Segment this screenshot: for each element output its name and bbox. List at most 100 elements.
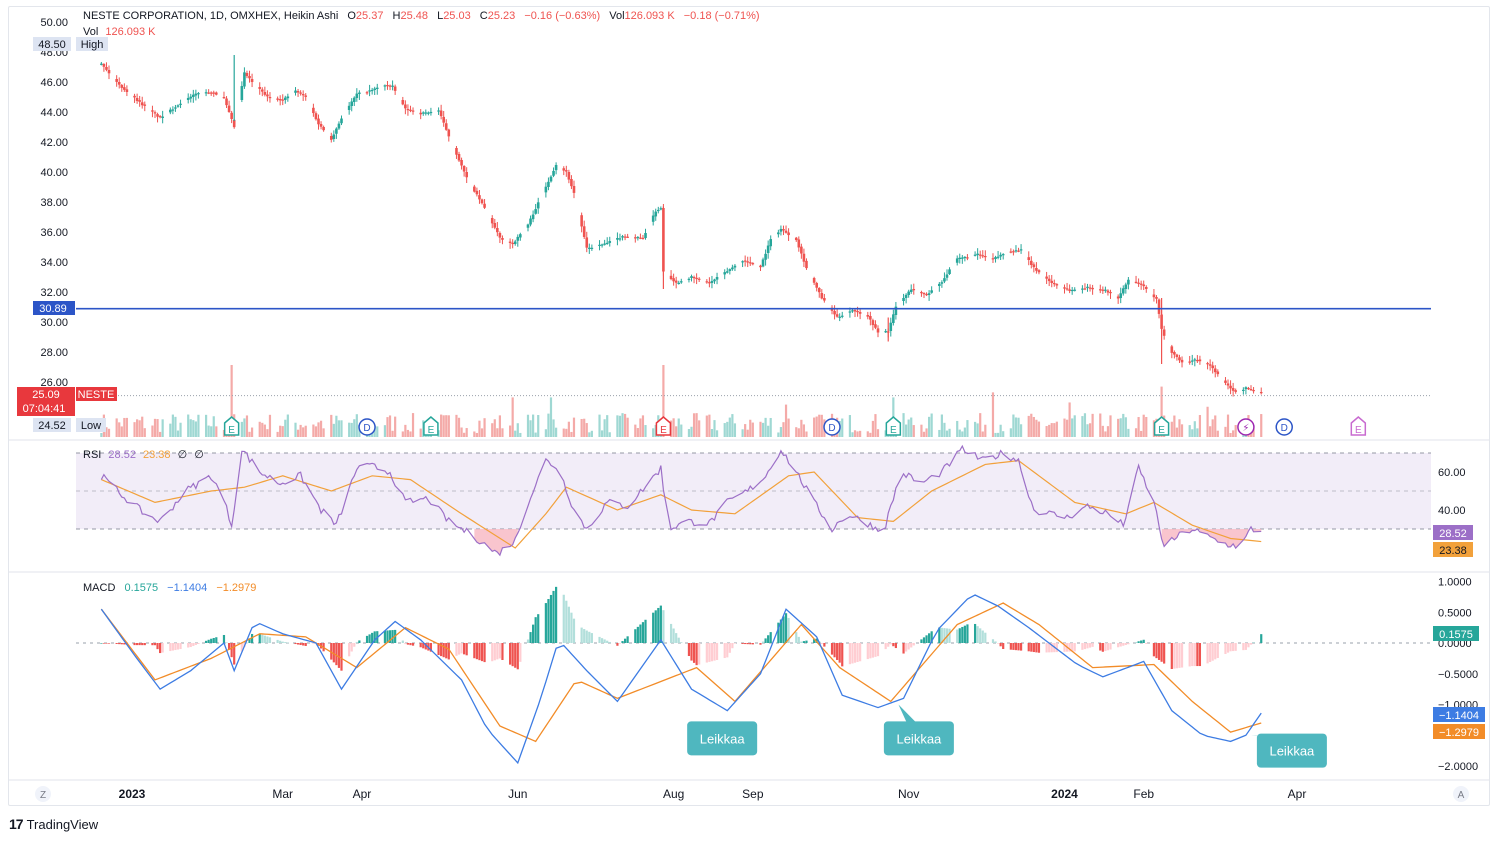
candle-body bbox=[554, 165, 558, 171]
macd-histogram-bar bbox=[1145, 643, 1148, 644]
volume-bar bbox=[544, 429, 547, 437]
candle-body bbox=[705, 281, 709, 283]
candle-body bbox=[1037, 270, 1041, 273]
macd-histogram-bar bbox=[800, 641, 803, 643]
candle-body bbox=[802, 253, 806, 262]
candle-body bbox=[1009, 251, 1013, 253]
macd-histogram-bar bbox=[401, 640, 404, 643]
volume-bar bbox=[680, 424, 683, 437]
macd-histogram-bar bbox=[475, 643, 479, 660]
zoom-button[interactable] bbox=[35, 786, 51, 802]
volume-bar bbox=[445, 415, 448, 437]
macd-histogram-bar bbox=[1252, 642, 1255, 643]
event-marker-earnings: E bbox=[1153, 416, 1170, 436]
candle-body bbox=[940, 282, 944, 284]
candle-body bbox=[401, 100, 405, 105]
volume-bar bbox=[767, 425, 770, 437]
candle-body bbox=[207, 92, 210, 94]
macd-legend[interactable]: MACD 0.1575 −1.1404 −1.2979 bbox=[83, 582, 256, 594]
volume-bar bbox=[713, 420, 716, 437]
volume-bar bbox=[197, 414, 200, 437]
macd-histogram-bar bbox=[169, 643, 172, 652]
macd-histogram-bar bbox=[335, 643, 338, 666]
candle-body bbox=[1035, 268, 1038, 271]
macd-histogram-bar bbox=[1155, 643, 1158, 659]
volume-bar bbox=[963, 427, 966, 437]
macd-histogram-bar bbox=[644, 619, 647, 643]
tradingview-brand[interactable]: 17 TradingView bbox=[9, 816, 98, 832]
macd-histogram-bar bbox=[419, 643, 422, 648]
earnings-icon bbox=[1153, 416, 1170, 436]
macd-histogram-bar bbox=[866, 643, 869, 660]
candle-body bbox=[812, 278, 816, 283]
x-axis-tick: Mar bbox=[272, 787, 293, 801]
macd-histogram-bar bbox=[979, 628, 982, 643]
macd-histogram-bar bbox=[1106, 643, 1110, 651]
volume-bar bbox=[1160, 386, 1163, 437]
macd-pane[interactable] bbox=[76, 586, 1431, 765]
volume-bar bbox=[153, 418, 157, 437]
volume-bar bbox=[981, 431, 984, 437]
candle-body bbox=[1155, 297, 1158, 299]
candle-body bbox=[322, 127, 325, 131]
candle-body bbox=[531, 214, 535, 220]
macd-histogram-bar bbox=[1035, 643, 1038, 653]
vol-change: −0.18 (−0.71%) bbox=[684, 10, 760, 22]
vol-value: 126.093 K bbox=[625, 10, 676, 22]
candle-body bbox=[1014, 250, 1018, 252]
macd-histogram-bar bbox=[263, 635, 266, 643]
candle-body bbox=[373, 88, 377, 90]
macd-histogram-bar bbox=[161, 643, 164, 653]
volume-bar bbox=[802, 424, 806, 437]
macd-histogram-bar bbox=[797, 636, 800, 643]
macd-histogram-bar bbox=[887, 643, 890, 647]
macd-histogram-bar bbox=[532, 624, 535, 643]
macd-histogram-bar bbox=[268, 637, 272, 643]
macd-histogram-bar bbox=[279, 640, 282, 643]
candle-body bbox=[1178, 357, 1181, 361]
macd-histogram-bar bbox=[938, 627, 941, 643]
volume-legend[interactable]: Vol 126.093 K bbox=[83, 26, 156, 38]
volume-bar bbox=[787, 418, 790, 437]
macd-histogram-bar bbox=[662, 610, 665, 643]
ohlc-open-label: O bbox=[347, 10, 356, 22]
candle-body bbox=[1229, 385, 1232, 389]
candle-body bbox=[1083, 288, 1087, 290]
volume-bar bbox=[460, 427, 463, 437]
rsi-legend[interactable]: RSI 28.52 23.38 ∅ ∅ bbox=[83, 449, 204, 461]
candle-body bbox=[460, 160, 463, 166]
macd-histogram-bar bbox=[677, 637, 680, 643]
volume-bar bbox=[118, 422, 121, 437]
macd-histogram-bar bbox=[1127, 643, 1130, 645]
macd-histogram-bar bbox=[713, 643, 716, 661]
volume-bar bbox=[496, 428, 499, 437]
macd-histogram-bar bbox=[567, 606, 570, 643]
rsi-line bbox=[100, 444, 1262, 557]
volume-bar bbox=[248, 431, 251, 437]
macd-histogram-bar bbox=[1232, 643, 1235, 652]
candle-body bbox=[319, 124, 323, 127]
macd-histogram-bar bbox=[258, 633, 261, 643]
macd-histogram-bar bbox=[994, 641, 997, 643]
symbol-legend[interactable]: NESTE CORPORATION, 1D, OMXHEX, Heikin As… bbox=[83, 10, 760, 22]
candle-body bbox=[991, 258, 995, 260]
volume-bar bbox=[958, 429, 961, 437]
candle-body bbox=[250, 79, 254, 83]
rsi-pane[interactable] bbox=[76, 444, 1431, 557]
candle-body bbox=[153, 112, 157, 114]
macd-histogram-bar bbox=[230, 643, 233, 658]
candle-body bbox=[1086, 286, 1089, 288]
macd-histogram-bar bbox=[478, 643, 481, 661]
price-pane[interactable]: E D E E D E E ⚡ D E bbox=[76, 55, 1431, 437]
macd-histogram-bar bbox=[365, 635, 369, 643]
volume-bar bbox=[1214, 415, 1217, 437]
price-tick: 32.00 bbox=[40, 287, 68, 299]
volume-bar bbox=[136, 419, 139, 437]
candle-body bbox=[437, 110, 440, 112]
macd-histogram-bar bbox=[192, 643, 195, 646]
auto-scale-button[interactable] bbox=[1453, 786, 1469, 802]
macd-histogram-bar bbox=[910, 643, 913, 648]
volume-bar bbox=[1145, 416, 1148, 437]
candle-body bbox=[496, 228, 499, 233]
